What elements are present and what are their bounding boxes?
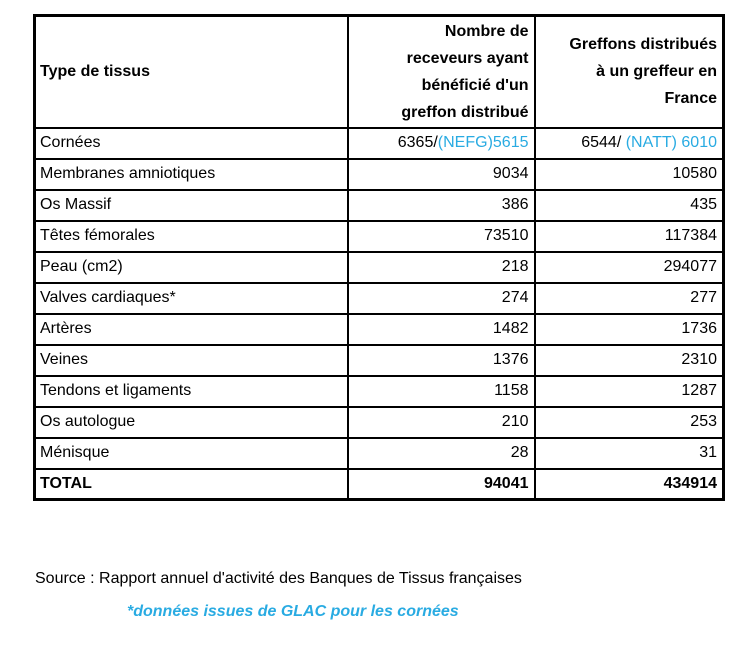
header-row: Type de tissus Nombre de receveurs ayant… bbox=[33, 14, 725, 129]
table-row: Ménisque 28 31 bbox=[33, 436, 725, 470]
grafts-value: 10580 bbox=[533, 157, 725, 191]
receivers-value: 386 bbox=[346, 188, 536, 222]
tissue-label: Membranes amniotiques bbox=[33, 157, 349, 191]
table-row: Os autologue 210 253 bbox=[33, 405, 725, 439]
table-row-total: TOTAL 94041 434914 bbox=[33, 467, 725, 501]
receivers-value: 73510 bbox=[346, 219, 536, 253]
total-grafts-value: 434914 bbox=[533, 467, 725, 501]
table-row: Tendons et ligaments 1158 1287 bbox=[33, 374, 725, 408]
receivers-value: 28 bbox=[346, 436, 536, 470]
tissue-label: Têtes fémorales bbox=[33, 219, 349, 253]
table-row: Artères 1482 1736 bbox=[33, 312, 725, 346]
column-header-receivers: Nombre de receveurs ayant bénéficié d'un… bbox=[346, 14, 536, 129]
grafts-value: 253 bbox=[533, 405, 725, 439]
tissue-label: Tendons et ligaments bbox=[33, 374, 349, 408]
grafts-value: 1736 bbox=[533, 312, 725, 346]
tissue-label: Veines bbox=[33, 343, 349, 377]
table-body: Cornées 6365/(NEFG)5615 6544/ (NATT) 601… bbox=[33, 126, 725, 501]
source-citation: Source : Rapport annuel d'activité des B… bbox=[35, 570, 522, 587]
table-row-cornees: Cornées 6365/(NEFG)5615 6544/ (NATT) 601… bbox=[33, 126, 725, 160]
receivers-value: 218 bbox=[346, 250, 536, 284]
table-row: Peau (cm2) 218 294077 bbox=[33, 250, 725, 284]
receivers-value: 274 bbox=[346, 281, 536, 315]
receivers-value: 210 bbox=[346, 405, 536, 439]
tissue-label: Os autologue bbox=[33, 405, 349, 439]
table-row: Membranes amniotiques 9034 10580 bbox=[33, 157, 725, 191]
receivers-value: 9034 bbox=[346, 157, 536, 191]
grafts-value: 435 bbox=[533, 188, 725, 222]
column-header-grafts-label: Greffons distribués à un greffeur en Fra… bbox=[569, 36, 717, 108]
table-header: Type de tissus Nombre de receveurs ayant… bbox=[33, 14, 725, 129]
total-receivers-value: 94041 bbox=[346, 467, 536, 501]
table-row: Os Massif 386 435 bbox=[33, 188, 725, 222]
grafts-value: 277 bbox=[533, 281, 725, 315]
receivers-value: 1376 bbox=[346, 343, 536, 377]
total-label: TOTAL bbox=[33, 467, 349, 501]
grafts-value: 2310 bbox=[533, 343, 725, 377]
tissue-label: Os Massif bbox=[33, 188, 349, 222]
receivers-value-nefg-note: (NEFG)5615 bbox=[437, 134, 529, 151]
column-header-tissue-type: Type de tissus bbox=[33, 14, 349, 129]
tissue-label: Cornées bbox=[33, 126, 349, 160]
tissue-label: Peau (cm2) bbox=[33, 250, 349, 284]
grafts-value: 31 bbox=[533, 436, 725, 470]
table-row: Veines 1376 2310 bbox=[33, 343, 725, 377]
receivers-value: 6365/(NEFG)5615 bbox=[346, 126, 536, 160]
table-row: Valves cardiaques* 274 277 bbox=[33, 281, 725, 315]
table-row: Têtes fémorales 73510 117384 bbox=[33, 219, 725, 253]
receivers-value: 1158 bbox=[346, 374, 536, 408]
column-header-receivers-label: Nombre de receveurs ayant bénéficié d'un… bbox=[401, 22, 529, 121]
grafts-value: 294077 bbox=[533, 250, 725, 284]
grafts-value-main: 6544/ bbox=[581, 134, 626, 151]
grafts-value: 6544/ (NATT) 6010 bbox=[533, 126, 725, 160]
tissue-distribution-table: Type de tissus Nombre de receveurs ayant… bbox=[33, 14, 725, 501]
column-header-grafts: Greffons distribués à un greffeur en Fra… bbox=[533, 14, 725, 129]
grafts-value-natt-note: (NATT) 6010 bbox=[625, 134, 717, 151]
receivers-value: 1482 bbox=[346, 312, 536, 346]
tissue-label: Valves cardiaques* bbox=[33, 281, 349, 315]
glac-footnote: *données issues de GLAC pour les cornées bbox=[127, 603, 459, 620]
receivers-value-main: 6365/ bbox=[397, 134, 438, 151]
grafts-value: 117384 bbox=[533, 219, 725, 253]
grafts-value: 1287 bbox=[533, 374, 725, 408]
tissue-label: Ménisque bbox=[33, 436, 349, 470]
tissue-label: Artères bbox=[33, 312, 349, 346]
